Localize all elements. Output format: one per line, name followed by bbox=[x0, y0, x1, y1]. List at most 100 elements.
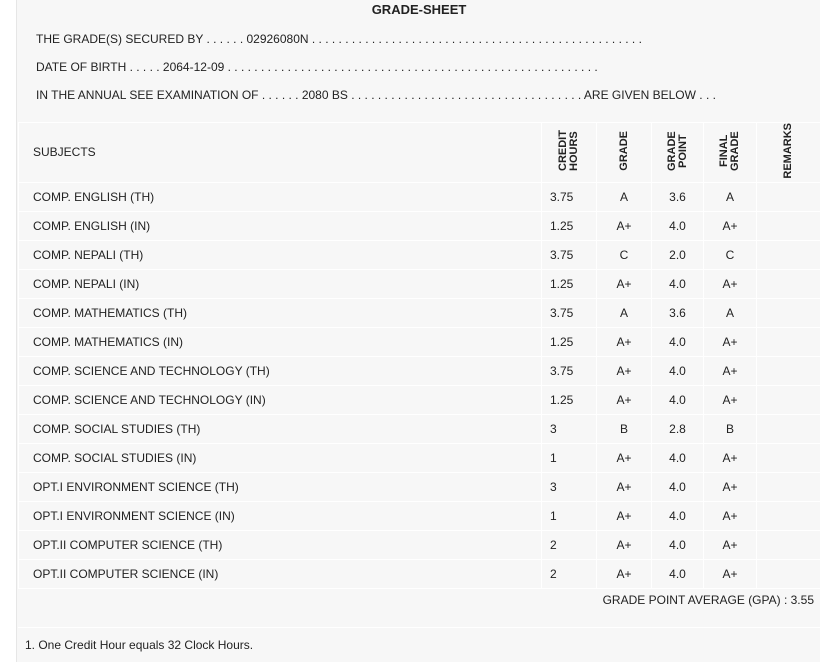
page-title: GRADE-SHEET bbox=[371, 2, 467, 17]
cell-grade: A+ bbox=[596, 268, 652, 299]
footnote: 1. One Credit Hour equals 32 Clock Hours… bbox=[25, 638, 254, 652]
table-row: COMP. NEPALI (IN) 1.25 A+ 4.0 A+ bbox=[18, 268, 820, 299]
cell-remarks bbox=[756, 210, 820, 241]
table-row: COMP. ENGLISH (IN) 1.25 A+ 4.0 A+ bbox=[18, 210, 820, 241]
cell-point: 4.0 bbox=[651, 326, 704, 357]
cell-subject: COMP. NEPALI (IN) bbox=[18, 268, 542, 299]
cell-point: 4.0 bbox=[651, 529, 704, 560]
cell-credit: 2 bbox=[541, 558, 597, 589]
cell-remarks bbox=[756, 529, 820, 560]
cell-remarks bbox=[756, 384, 820, 415]
cell-subject: COMP. SOCIAL STUDIES (TH) bbox=[18, 413, 542, 444]
cell-grade: A+ bbox=[596, 529, 652, 560]
cell-grade: A+ bbox=[596, 326, 652, 357]
cell-subject: COMP. NEPALI (TH) bbox=[18, 239, 542, 270]
cell-final: A bbox=[703, 297, 757, 328]
cell-credit: 2 bbox=[541, 529, 597, 560]
cell-grade: C bbox=[596, 239, 652, 270]
exam-line: IN THE ANNUAL SEE EXAMINATION OF . . . .… bbox=[36, 88, 716, 102]
cell-grade: A+ bbox=[596, 355, 652, 386]
cell-credit: 1 bbox=[541, 442, 597, 473]
cell-point: 4.0 bbox=[651, 471, 704, 502]
cell-point: 4.0 bbox=[651, 442, 704, 473]
table-header: SUBJECTS CREDIT HOURS GRADE GRADE POINT … bbox=[18, 122, 820, 183]
table-row: OPT.II COMPUTER SCIENCE (TH) 2 A+ 4.0 A+ bbox=[18, 529, 820, 560]
header-grade: GRADE bbox=[617, 130, 630, 171]
cell-final: A+ bbox=[703, 355, 757, 386]
cell-subject: OPT.II COMPUTER SCIENCE (IN) bbox=[18, 558, 542, 589]
header-subjects: SUBJECTS bbox=[18, 122, 542, 183]
cell-subject: OPT.II COMPUTER SCIENCE (TH) bbox=[18, 529, 542, 560]
grade-sheet: GRADE-SHEET THE GRADE(S) SECURED BY . . … bbox=[16, 0, 820, 662]
cell-subject: COMP. SCIENCE AND TECHNOLOGY (IN) bbox=[18, 384, 542, 415]
table-row: OPT.I ENVIRONMENT SCIENCE (IN) 1 A+ 4.0 A+ bbox=[18, 500, 820, 531]
cell-credit: 1.25 bbox=[541, 268, 597, 299]
cell-grade: A+ bbox=[596, 210, 652, 241]
cell-remarks bbox=[756, 268, 820, 299]
table-row: COMP. SOCIAL STUDIES (IN) 1 A+ 4.0 A+ bbox=[18, 442, 820, 473]
cell-remarks bbox=[756, 471, 820, 502]
cell-final: B bbox=[703, 413, 757, 444]
cell-subject: OPT.I ENVIRONMENT SCIENCE (IN) bbox=[18, 500, 542, 531]
header-remarks: REMARKS bbox=[782, 123, 794, 179]
cell-remarks bbox=[756, 442, 820, 473]
cell-remarks bbox=[756, 297, 820, 328]
cell-final: A+ bbox=[703, 500, 757, 531]
table-row: COMP. ENGLISH (TH) 3.75 A 3.6 A bbox=[18, 181, 820, 212]
gpa-row: GRADE POINT AVERAGE (GPA) : 3.55 bbox=[18, 571, 820, 628]
cell-grade: A bbox=[596, 181, 652, 212]
cell-point: 4.0 bbox=[651, 558, 704, 589]
cell-final: A bbox=[703, 181, 757, 212]
cell-subject: COMP. MATHEMATICS (TH) bbox=[18, 297, 542, 328]
cell-final: A+ bbox=[703, 268, 757, 299]
grades-table: SUBJECTS CREDIT HOURS GRADE GRADE POINT … bbox=[18, 122, 820, 589]
cell-grade: A+ bbox=[596, 442, 652, 473]
secured-by-line: THE GRADE(S) SECURED BY . . . . . . 0292… bbox=[36, 32, 642, 46]
table-row: COMP. MATHEMATICS (IN) 1.25 A+ 4.0 A+ bbox=[18, 326, 820, 357]
cell-point: 4.0 bbox=[651, 500, 704, 531]
table-row: COMP. SCIENCE AND TECHNOLOGY (IN) 1.25 A+ 4… bbox=[18, 384, 820, 415]
gpa-value: GRADE POINT AVERAGE (GPA) : 3.55 bbox=[602, 593, 814, 607]
cell-grade: A+ bbox=[596, 500, 652, 531]
cell-final: A+ bbox=[703, 326, 757, 357]
table-row: COMP. SCIENCE AND TECHNOLOGY (TH) 3.75 A+ 4… bbox=[18, 355, 820, 386]
cell-final: A+ bbox=[703, 471, 757, 502]
cell-remarks bbox=[756, 239, 820, 270]
cell-subject: OPT.I ENVIRONMENT SCIENCE (TH) bbox=[18, 471, 542, 502]
cell-grade: A+ bbox=[596, 471, 652, 502]
cell-final: A+ bbox=[703, 210, 757, 241]
header-final-grade: FINAL GRADE bbox=[718, 130, 741, 171]
cell-final: A+ bbox=[703, 529, 757, 560]
cell-final: C bbox=[703, 239, 757, 270]
table-row: COMP. MATHEMATICS (TH) 3.75 A 3.6 A bbox=[18, 297, 820, 328]
cell-point: 4.0 bbox=[651, 384, 704, 415]
cell-grade: A+ bbox=[596, 384, 652, 415]
cell-credit: 3.75 bbox=[541, 239, 597, 270]
cell-remarks bbox=[756, 326, 820, 357]
cell-remarks bbox=[756, 413, 820, 444]
table-row: OPT.I ENVIRONMENT SCIENCE (TH) 3 A+ 4.0 A+ bbox=[18, 471, 820, 502]
cell-credit: 1.25 bbox=[541, 210, 597, 241]
cell-remarks bbox=[756, 355, 820, 386]
cell-remarks bbox=[756, 181, 820, 212]
cell-credit: 3.75 bbox=[541, 181, 597, 212]
cell-grade: B bbox=[596, 413, 652, 444]
cell-subject: COMP. SCIENCE AND TECHNOLOGY (TH) bbox=[18, 355, 542, 386]
cell-subject: COMP. ENGLISH (IN) bbox=[18, 210, 542, 241]
cell-credit: 3.75 bbox=[541, 355, 597, 386]
cell-point: 3.6 bbox=[651, 297, 704, 328]
cell-subject: COMP. MATHEMATICS (IN) bbox=[18, 326, 542, 357]
cell-point: 3.6 bbox=[651, 181, 704, 212]
cell-point: 2.8 bbox=[651, 413, 704, 444]
cell-credit: 3.75 bbox=[541, 297, 597, 328]
header-credit-hours: CREDIT HOURS bbox=[557, 130, 580, 172]
cell-credit: 3 bbox=[541, 413, 597, 444]
cell-point: 4.0 bbox=[651, 210, 704, 241]
cell-point: 2.0 bbox=[651, 239, 704, 270]
cell-remarks bbox=[756, 500, 820, 531]
cell-grade: A bbox=[596, 297, 652, 328]
table-row: COMP. NEPALI (TH) 3.75 C 2.0 C bbox=[18, 239, 820, 270]
table-row: OPT.II COMPUTER SCIENCE (IN) 2 A+ 4.0 A+ bbox=[18, 558, 820, 589]
cell-credit: 1.25 bbox=[541, 326, 597, 357]
table-row: COMP. SOCIAL STUDIES (TH) 3 B 2.8 B bbox=[18, 413, 820, 444]
